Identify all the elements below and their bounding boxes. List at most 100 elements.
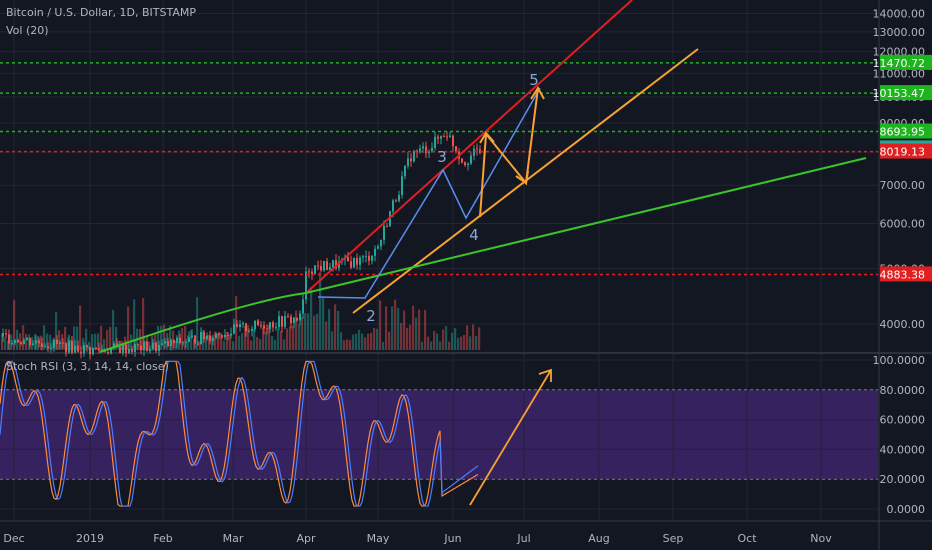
candle-body [320, 266, 322, 271]
volume-bar [163, 324, 166, 350]
volume-bar [220, 332, 223, 350]
candle-body [326, 261, 328, 271]
volume-bar [472, 324, 475, 350]
candle-body [428, 151, 430, 154]
candle-body [107, 351, 109, 354]
price-label-text: 8019.13 [880, 146, 926, 159]
volume-bar [91, 334, 94, 350]
volume-bar [346, 339, 349, 350]
candle-body [461, 158, 463, 163]
volume-bar [433, 331, 436, 350]
candle-body [8, 334, 10, 344]
candle-body [134, 344, 136, 352]
candle-body [335, 260, 337, 269]
candle-body [437, 136, 439, 139]
volume-bar [289, 326, 292, 350]
time-tick-label: Dec [3, 532, 24, 545]
candle-body [131, 349, 133, 352]
candle-body [347, 256, 349, 262]
volume-bar [310, 287, 313, 350]
candle-body [44, 346, 46, 348]
price-label-box [880, 54, 932, 70]
candle-body [392, 200, 394, 212]
volume-bar [343, 340, 346, 350]
volume-bar [298, 324, 301, 350]
price-tick-label: 4000.00 [880, 318, 926, 331]
candle-body [305, 271, 307, 300]
volume-bar [388, 331, 391, 350]
stoch-k-line [0, 360, 479, 507]
volume-bar [112, 309, 115, 350]
candle-body [248, 330, 250, 332]
volume-bar [235, 295, 238, 350]
volume-bar [157, 325, 160, 350]
volume-bar [436, 333, 439, 350]
candle-body [455, 146, 457, 152]
volume-bar [340, 332, 343, 350]
candle-body [5, 333, 7, 335]
candle-body [317, 265, 319, 267]
volume-bar [64, 326, 67, 350]
projection-arrowhead [515, 170, 529, 185]
volume-bar [49, 334, 52, 350]
wave-label: 5 [529, 71, 539, 89]
candle-body [398, 194, 400, 201]
candle-body [299, 313, 301, 321]
candle-body [119, 346, 121, 354]
candle-body [29, 338, 31, 346]
candle-body [122, 344, 124, 354]
candle-body [362, 256, 364, 258]
volume-bar [211, 335, 214, 350]
candle-body [14, 340, 16, 344]
volume-bar [466, 325, 469, 350]
volume-bar [1, 333, 4, 350]
candle-body [218, 333, 220, 336]
stoch-tick-label: 20.0000 [880, 473, 926, 486]
candle-body [293, 317, 295, 324]
price-tick-label: 11000.00 [873, 67, 926, 80]
candle-body [212, 338, 214, 342]
candle-body [452, 135, 454, 147]
volume-bar [139, 329, 142, 350]
volume-bar [280, 331, 283, 350]
candle-body [17, 340, 19, 343]
volume-bar [223, 340, 226, 350]
volume-bar [322, 297, 325, 350]
candle-body [155, 342, 157, 352]
volume-bar [214, 331, 217, 350]
candle-body [290, 316, 292, 324]
price-label-text: 10153.47 [873, 87, 926, 100]
projection-arrowhead [479, 131, 495, 144]
volume-bar [382, 341, 385, 350]
candle-body [206, 335, 208, 340]
volume-bar [229, 334, 232, 350]
volume-bar [385, 306, 388, 350]
volume-bar [304, 313, 307, 350]
volume-bar [226, 332, 229, 350]
volume-bar [160, 325, 163, 350]
volume-bar [217, 333, 220, 350]
candle-body [377, 246, 379, 249]
candle-body [176, 337, 178, 344]
volume-bar [61, 334, 64, 350]
volume-bar [409, 324, 412, 350]
candle-body [95, 347, 97, 349]
volume-bar [4, 337, 7, 350]
candle-body [50, 347, 52, 349]
candle-body [329, 267, 331, 271]
candle-body [68, 340, 70, 353]
candle-body [308, 271, 310, 273]
candle-body [185, 341, 187, 343]
volume-bar [358, 329, 361, 350]
volume-bar [430, 341, 433, 350]
volume-bar [241, 333, 244, 350]
volume-bar [469, 336, 472, 350]
time-tick-label: Apr [296, 532, 316, 545]
time-tick-label: May [367, 532, 390, 545]
candle-body [194, 335, 196, 344]
volume-bar [406, 327, 409, 350]
volume-bar [457, 337, 460, 350]
candle-body [446, 136, 448, 138]
